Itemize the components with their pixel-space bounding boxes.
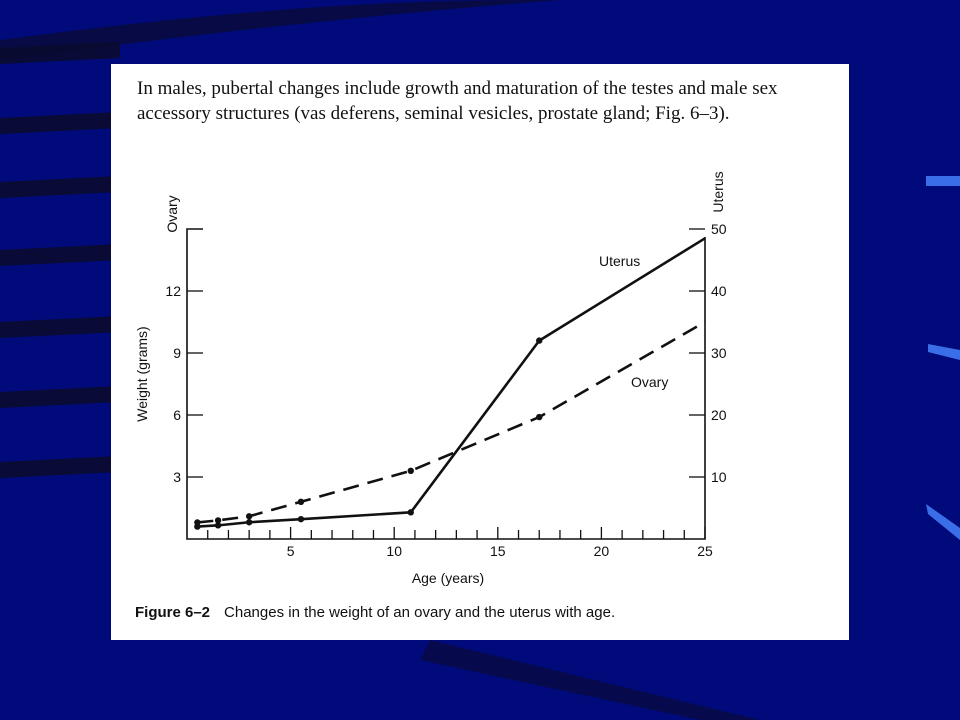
y-right-tick-label: 30 — [711, 345, 727, 361]
background-stripe — [0, 176, 120, 198]
accent-dash — [926, 504, 960, 540]
y-left-tick-label: 6 — [173, 407, 181, 423]
background-stripe — [0, 316, 120, 338]
data-point-ovary — [245, 513, 253, 520]
intro-text: In males, pubertal changes include growt… — [137, 78, 778, 124]
series-line-uterus — [197, 237, 706, 528]
y-right-tick-label: 50 — [711, 221, 727, 237]
accent-dash — [928, 344, 960, 360]
weight-chart: 5 10 15 20 25 3 6 9 12 10 20 30 40 50 Ovary Uterus We… — [134, 171, 727, 586]
x-tick-label: 20 — [594, 543, 610, 559]
data-point-uterus — [536, 337, 543, 344]
data-point-uterus — [407, 509, 414, 516]
y-left-tick-label: 3 — [173, 469, 181, 485]
background-stripe — [0, 0, 560, 60]
series-label-uterus: Uterus — [599, 253, 640, 269]
right-axis-title: Uterus — [710, 171, 726, 212]
data-point-ovary — [214, 517, 222, 524]
series-line-ovary — [197, 320, 706, 524]
x-tick-label: 15 — [490, 543, 506, 559]
data-point-uterus — [297, 515, 305, 523]
y-axis-label: Weight (grams) — [134, 326, 150, 421]
x-tick-label: 10 — [386, 543, 402, 559]
background-stripe — [0, 386, 120, 408]
data-point-uterus — [245, 519, 253, 526]
accent-dash — [926, 176, 960, 186]
y-left-tick-label: 12 — [165, 283, 181, 299]
y-left-tick-label: 9 — [173, 345, 181, 361]
background-stripe — [420, 640, 760, 720]
figure-caption: Figure 6–2 Changes in the weight of an ov… — [135, 604, 615, 621]
background-stripe — [0, 456, 120, 478]
left-axis-title: Ovary — [164, 195, 180, 232]
data-point-uterus — [214, 522, 222, 529]
background-stripe — [0, 244, 120, 266]
x-tick-label: 5 — [287, 543, 295, 559]
background-stripe — [0, 112, 120, 134]
x-tick-label: 25 — [697, 543, 713, 559]
data-point-ovary — [536, 413, 543, 421]
series-label-ovary: Ovary — [631, 374, 668, 390]
figure-caption-text: Changes in the weight of an ovary and th… — [224, 604, 616, 621]
y-right-tick-label: 40 — [711, 283, 727, 299]
y-right-tick-label: 20 — [711, 407, 727, 423]
data-point-ovary — [407, 467, 414, 474]
x-axis-label: Age (years) — [412, 570, 484, 586]
axis-frame — [186, 228, 706, 540]
figure-label: Figure 6–2 — [135, 604, 211, 621]
y-right-tick-label: 10 — [711, 469, 727, 485]
figure-card: In males, pubertal changes include growt… — [111, 64, 849, 640]
data-point-ovary — [297, 498, 305, 505]
data-point-ovary — [194, 519, 201, 526]
